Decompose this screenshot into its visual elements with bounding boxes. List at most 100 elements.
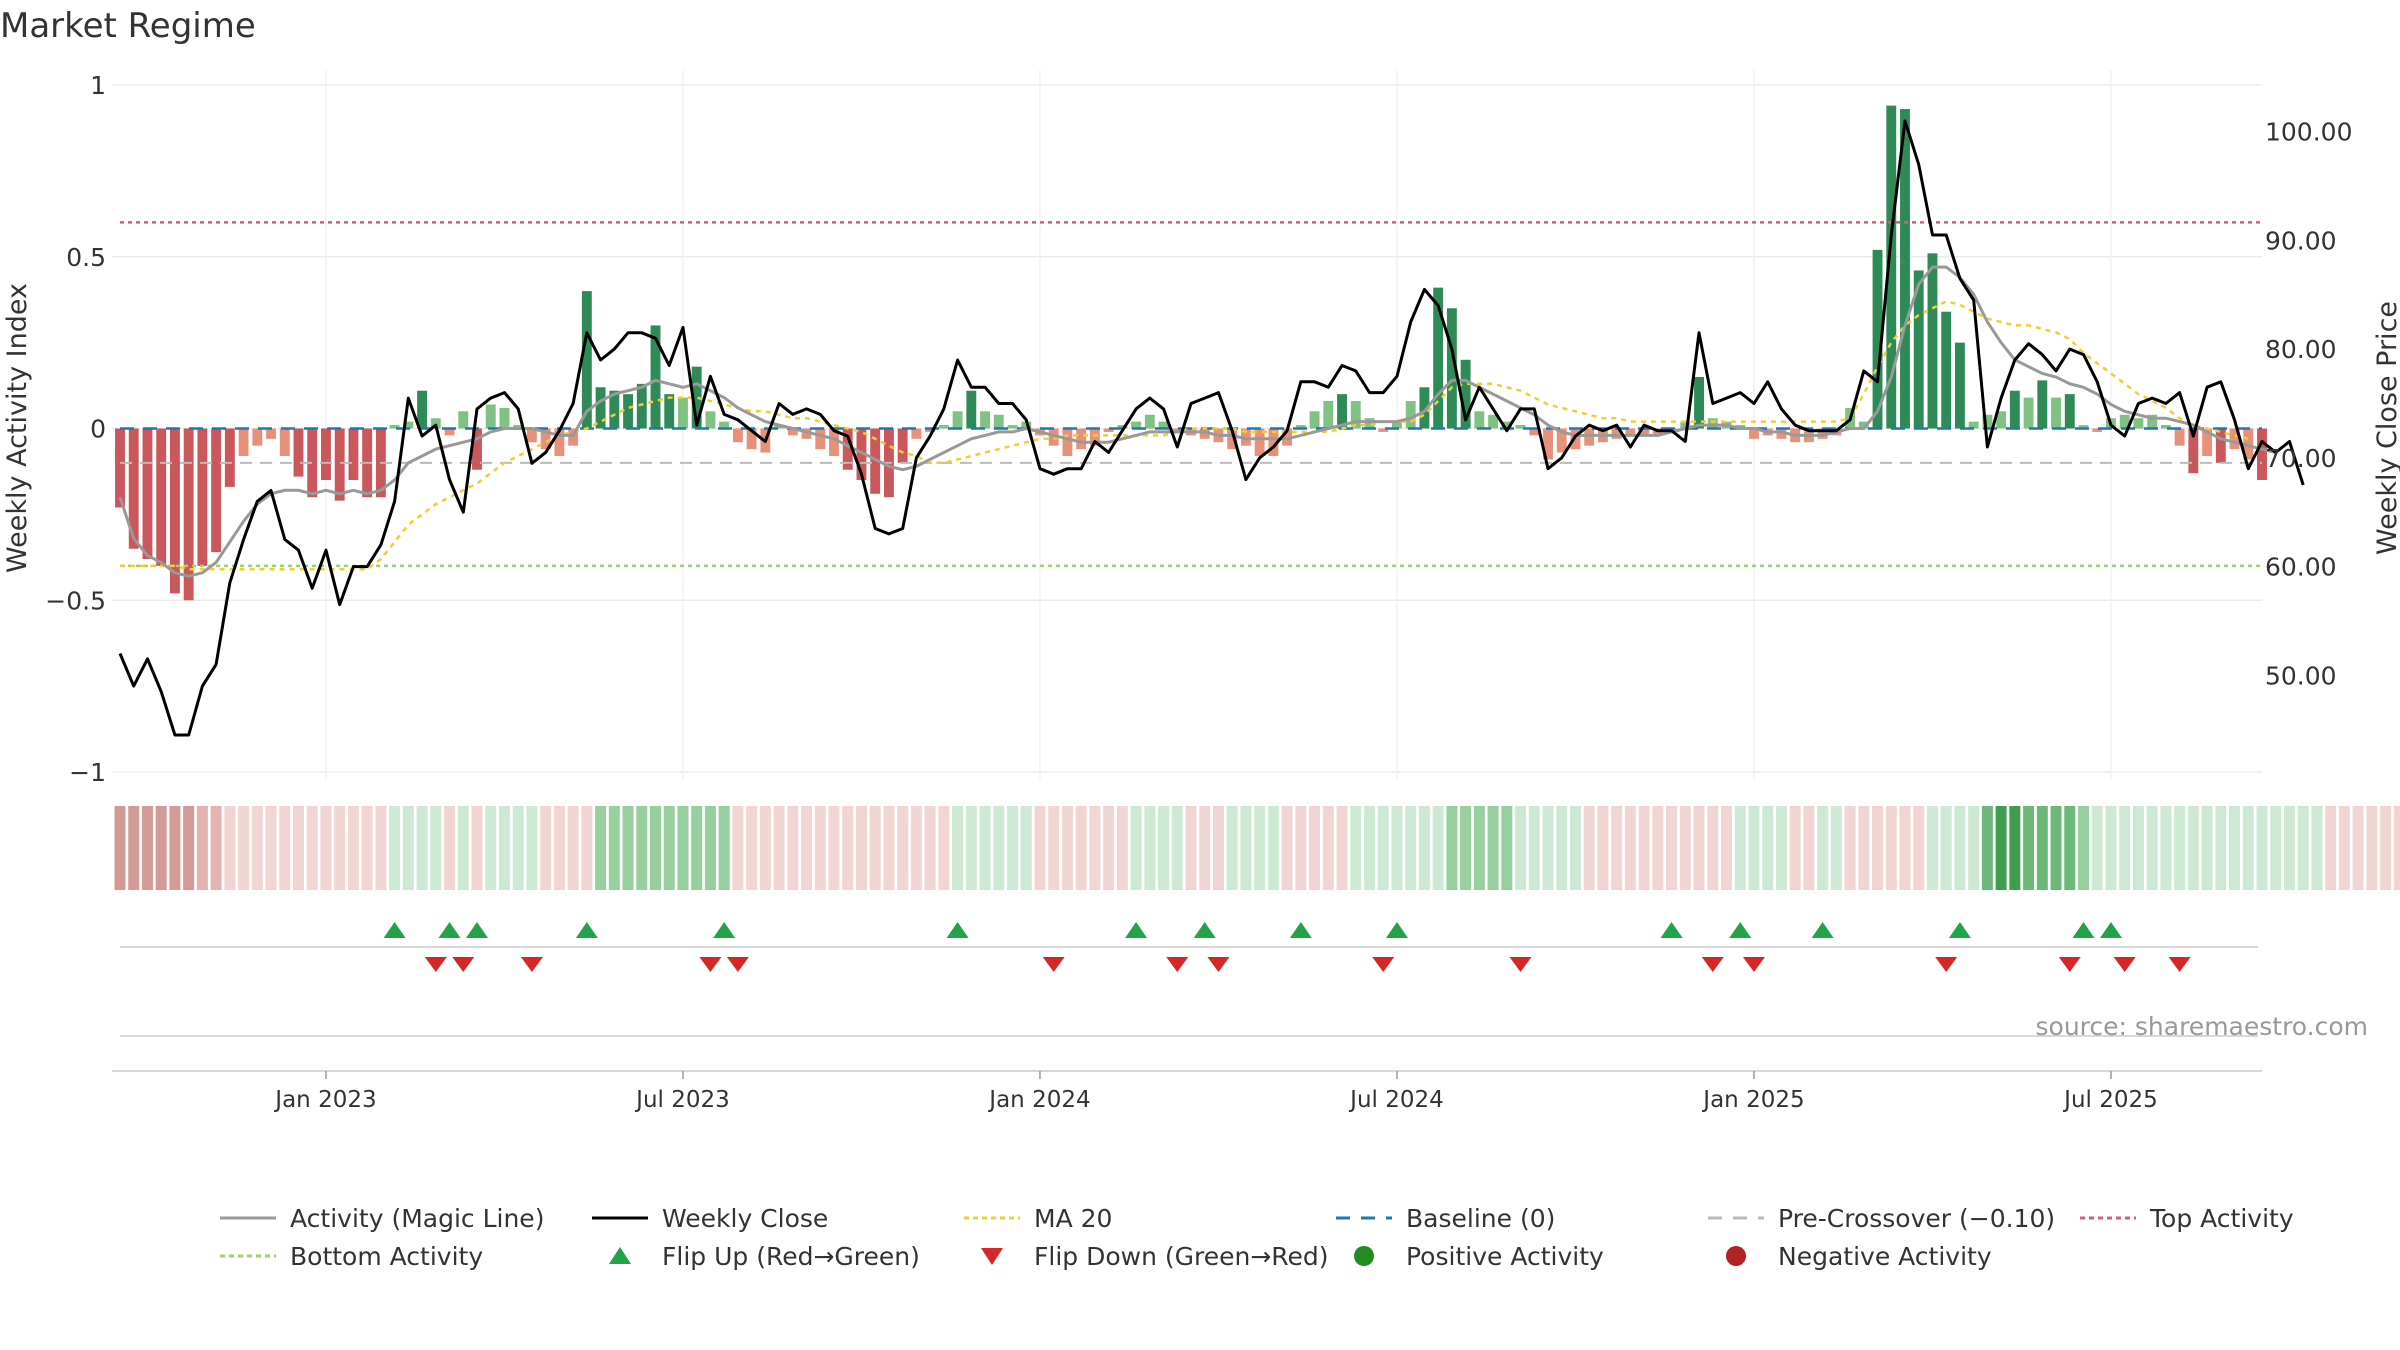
- regime-band-cell: [471, 806, 483, 890]
- activity-bar: [2160, 425, 2171, 429]
- regime-band-cell: [306, 806, 318, 890]
- activity-bar: [897, 428, 908, 463]
- legend-item: Activity (Magic Line): [220, 1204, 544, 1233]
- flip-down-marker: [520, 957, 543, 972]
- regime-band-cell: [155, 806, 167, 890]
- activity-bar: [1254, 428, 1265, 456]
- activity-bar: [1089, 428, 1100, 446]
- regime-band-cell: [1775, 806, 1787, 890]
- regime-band-cell: [526, 806, 538, 890]
- regime-band-cell: [1652, 806, 1664, 890]
- activity-bar: [2229, 428, 2240, 450]
- flip-up-marker: [1660, 922, 1683, 938]
- regime-band-cell: [2146, 806, 2158, 890]
- activity-bar: [691, 366, 702, 429]
- regime-band-cell: [2091, 806, 2103, 890]
- activity-bar: [417, 390, 428, 429]
- y-right-axis-label: Weekly Close Price: [2372, 301, 2400, 555]
- regime-band-cell: [2160, 806, 2172, 890]
- activity-bar: [458, 411, 469, 429]
- magic-line: [118, 265, 2277, 578]
- legend-item: Flip Up (Red→Green): [609, 1242, 920, 1271]
- regime-band-cell: [1158, 806, 1170, 890]
- legend-label: MA 20: [1034, 1204, 1112, 1233]
- activity-bar: [595, 387, 606, 429]
- triangle-up-icon: [609, 1247, 631, 1264]
- activity-bar: [197, 428, 208, 566]
- regime-band-cell: [1116, 806, 1128, 890]
- activity-bar: [142, 428, 153, 560]
- regime-band-cell: [608, 806, 620, 890]
- activity-bar: [1227, 428, 1238, 450]
- activity-bar: [128, 428, 139, 549]
- regime-band-cell: [196, 806, 208, 890]
- regime-band-cell: [169, 806, 181, 890]
- regime-band-cell: [910, 806, 922, 890]
- regime-band-cell: [2338, 806, 2350, 890]
- regime-band-cell: [1899, 806, 1911, 890]
- regime-band-cell: [1391, 806, 1403, 890]
- regime-band-cell: [361, 806, 373, 890]
- regime-band-cell: [1212, 806, 1224, 890]
- flip-down-marker: [424, 957, 447, 972]
- legend-item: Positive Activity: [1354, 1242, 1604, 1271]
- regime-band-cell: [2036, 806, 2048, 890]
- activity-bar: [1131, 421, 1142, 429]
- regime-band-cell: [1460, 806, 1472, 890]
- flip-up-marker: [1948, 922, 1971, 938]
- regime-band-cell: [2064, 806, 2076, 890]
- regime-band-cell: [457, 806, 469, 890]
- activity-bar: [1282, 428, 1293, 446]
- activity-bar: [2215, 428, 2226, 463]
- y-right-axis: 100.00 90.00 80.00 70.00 60.00 50.00: [2265, 118, 2352, 691]
- regime-band-cell: [1721, 806, 1732, 890]
- x-tick-label: Jan 2023: [273, 1087, 376, 1113]
- legend-label: Baseline (0): [1406, 1204, 1555, 1233]
- regime-band-cell: [1336, 806, 1348, 890]
- activity-bar: [746, 428, 757, 450]
- flip-down-marker: [1207, 957, 1230, 972]
- activity-bar: [1680, 421, 1691, 429]
- flip-down-marker: [1372, 957, 1395, 972]
- x-tick-label: Jul 2025: [2062, 1087, 2158, 1113]
- regime-band-cell: [704, 806, 716, 890]
- activity-bar: [1817, 428, 1828, 439]
- flip-up-marker: [466, 922, 488, 938]
- regime-band-cell: [1638, 806, 1650, 890]
- regime-band-cell: [1350, 806, 1362, 890]
- activity-bar: [636, 383, 647, 429]
- regime-band-cell: [924, 806, 936, 890]
- activity-bar: [279, 428, 290, 456]
- regime-band-cell: [1844, 806, 1856, 890]
- activity-bar: [1954, 342, 1965, 429]
- legend-item: MA 20: [964, 1204, 1112, 1233]
- regime-band-cell: [883, 806, 895, 890]
- regime-band-cell: [2009, 806, 2021, 890]
- activity-bar: [1982, 414, 1993, 429]
- flip-down-marker: [699, 957, 722, 972]
- activity-bar: [238, 428, 249, 456]
- x-axis: Jan 2023 Jul 2023 Jan 2024 Jul 2024 Jan 2025…: [112, 1035, 2262, 1113]
- regime-band-cell: [1048, 806, 1060, 890]
- regime-band-cell: [2380, 806, 2392, 890]
- regime-band-cell: [1034, 806, 1046, 890]
- regime-band-cell: [801, 806, 813, 890]
- activity-bar: [1515, 425, 1526, 429]
- activity-bar: [183, 428, 194, 601]
- y-left-tick-label: −0.5: [45, 586, 106, 615]
- activity-bar: [307, 428, 318, 498]
- flip-down-marker: [1742, 957, 1765, 972]
- regime-band-cell: [1061, 806, 1073, 890]
- regime-band-cell: [128, 806, 140, 890]
- y-left-tick-label: 1: [90, 71, 106, 100]
- regime-band-cell: [1240, 806, 1252, 890]
- activity-bar: [1364, 418, 1375, 429]
- activity-bar: [980, 411, 990, 429]
- legend-item: Weekly Close: [592, 1204, 828, 1233]
- regime-band-cell: [1926, 806, 1938, 890]
- activity-bar: [1433, 287, 1444, 429]
- regime-band-cell: [1954, 806, 1966, 890]
- regime-band-cell: [677, 806, 689, 890]
- legend-label: Flip Down (Green→Red): [1034, 1242, 1329, 1271]
- legend-label: Positive Activity: [1406, 1242, 1604, 1271]
